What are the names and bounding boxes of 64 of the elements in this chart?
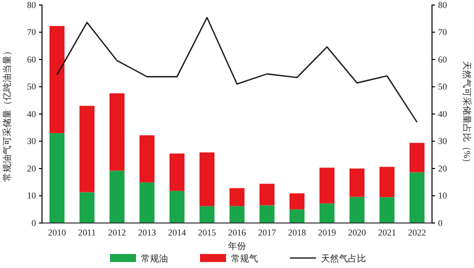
x-tick-label: 2013 bbox=[138, 227, 156, 238]
bar bbox=[80, 106, 94, 192]
bar bbox=[290, 193, 304, 210]
y2-tick-label: 20 bbox=[438, 163, 448, 174]
bar bbox=[260, 205, 274, 223]
y-tick-label: 70 bbox=[27, 27, 36, 38]
bar bbox=[140, 182, 154, 223]
bar bbox=[50, 133, 64, 223]
x-tick-label: 2011 bbox=[78, 227, 96, 238]
bar bbox=[200, 152, 214, 206]
bar bbox=[80, 192, 94, 223]
x-tick-label: 2020 bbox=[348, 227, 366, 238]
y-tick-label: 40 bbox=[27, 108, 36, 119]
bar bbox=[50, 26, 64, 134]
y2-tick-label: 30 bbox=[438, 136, 448, 146]
x-tick-label: 2017 bbox=[258, 227, 276, 238]
y2-tick-label: 10 bbox=[438, 190, 448, 201]
bar bbox=[290, 209, 304, 223]
bar bbox=[140, 135, 154, 182]
legend-label: 天然气占比 bbox=[321, 254, 366, 264]
bar bbox=[380, 197, 394, 223]
y-tick-label: 80 bbox=[27, 0, 36, 10]
bar bbox=[350, 196, 364, 223]
legend-label: 常规油 bbox=[141, 254, 168, 264]
bar bbox=[170, 190, 184, 223]
bar bbox=[170, 154, 184, 191]
x-tick-label: 2022 bbox=[408, 227, 426, 238]
y2-tick-label: 40 bbox=[438, 108, 448, 119]
bar bbox=[350, 168, 364, 197]
bar bbox=[320, 203, 334, 223]
y2-axis-title: 天然气可采储量占比（%） bbox=[462, 60, 472, 168]
bar bbox=[230, 188, 244, 206]
y-tick-label: 20 bbox=[27, 163, 36, 174]
y2-tick-label: 70 bbox=[438, 27, 448, 38]
x-tick-label: 2018 bbox=[288, 227, 306, 238]
bar bbox=[110, 170, 124, 223]
x-tick-label: 2021 bbox=[378, 227, 396, 238]
y-tick-label: 10 bbox=[27, 190, 36, 201]
x-axis-title: 年份 bbox=[228, 241, 246, 251]
line-series bbox=[56, 16, 418, 123]
y2-tick-label: 0 bbox=[438, 218, 443, 228]
bar bbox=[410, 142, 424, 172]
x-tick-label: 2014 bbox=[168, 227, 186, 238]
x-tick-label: 2019 bbox=[318, 227, 336, 238]
legend-label: 常规气 bbox=[231, 254, 258, 264]
y-axis-title: 常规油气可采储量（亿吨油当量） bbox=[2, 46, 12, 182]
y2-tick-label: 80 bbox=[438, 0, 448, 10]
bar bbox=[320, 168, 334, 204]
y-tick-label: 30 bbox=[27, 136, 36, 146]
bar bbox=[230, 206, 244, 223]
bar bbox=[110, 93, 124, 171]
x-tick-label: 2015 bbox=[198, 227, 216, 238]
bar bbox=[200, 206, 214, 223]
y2-tick-label: 60 bbox=[438, 54, 448, 64]
x-tick-label: 2010 bbox=[48, 227, 66, 238]
y-tick-label: 0 bbox=[32, 218, 36, 228]
bar bbox=[410, 172, 424, 223]
y2-tick-label: 50 bbox=[438, 82, 448, 92]
x-tick-label: 2016 bbox=[228, 227, 246, 238]
bar bbox=[260, 184, 274, 206]
bar bbox=[380, 166, 394, 198]
x-tick-label: 2012 bbox=[108, 227, 126, 238]
y-tick-label: 60 bbox=[27, 54, 36, 64]
y-tick-label: 50 bbox=[27, 82, 36, 92]
